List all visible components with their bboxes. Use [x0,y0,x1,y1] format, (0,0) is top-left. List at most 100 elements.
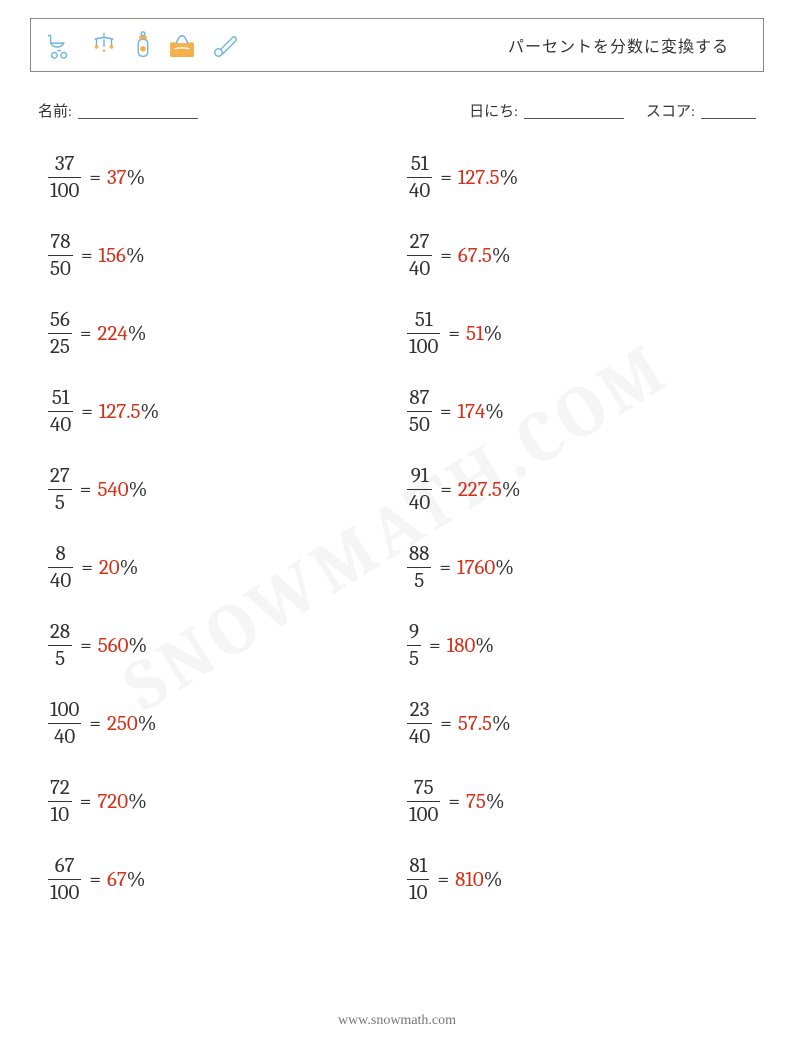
answer-value: 227.5 [458,478,502,502]
numerator: 56 [48,309,72,331]
equals-sign: = [440,166,452,190]
percent-sign: % [138,712,157,736]
numerator: 87 [407,387,431,409]
fraction: 275 [48,465,72,514]
denominator: 40 [407,492,432,514]
equals-sign: = [440,244,452,268]
problem-item: 51100=51% [407,295,746,373]
problem-item: 7210=720% [48,763,387,841]
safety-pin-icon [211,30,241,60]
problem-item: 8110=810% [407,841,746,919]
percent-sign: % [502,478,521,502]
problem-item: 67100 = 67% [48,841,387,919]
denominator: 25 [48,336,72,358]
percent-sign: % [484,322,503,346]
fraction: 7210 [48,777,72,826]
answer-value: 57.5 [458,712,492,736]
denominator: 40 [52,726,77,748]
worksheet-header: パーセントを分数に変換する [30,18,764,72]
answer-value: 20 [99,556,120,580]
equals-sign: = [448,322,460,346]
fraction: 7850 [48,231,73,280]
denominator: 100 [407,336,440,358]
equals-sign: = [448,790,460,814]
equals-sign: = [429,634,441,658]
percent-sign: % [141,400,160,424]
equals-sign: = [81,400,93,424]
percent-sign: % [495,556,514,580]
numerator: 51 [413,309,435,331]
numerator: 67 [53,855,77,877]
equals-sign: = [440,478,452,502]
fraction: 95 [407,621,421,670]
denominator: 100 [48,180,81,202]
percent-sign: % [129,478,148,502]
date-blank[interactable] [524,101,624,119]
stroller-icon [45,30,75,60]
answer-value: 560 [98,634,129,658]
footer-url: www.snowmath.com [0,1013,794,1029]
answer-value: 250 [107,712,138,736]
fraction: 885 [407,543,431,592]
fraction: 285 [48,621,72,670]
fraction: 67100 [48,855,81,904]
equals-sign: = [80,478,92,502]
equals-sign: = [89,868,101,892]
numerator: 8 [54,543,68,565]
denominator: 5 [53,492,67,514]
equals-sign: = [89,712,101,736]
answer-value: 224 [98,322,128,346]
equals-sign: = [80,322,92,346]
numerator: 27 [48,465,72,487]
denominator: 100 [48,882,81,904]
percent-sign: % [120,556,139,580]
percent-sign: % [485,400,504,424]
percent-sign: % [127,868,146,892]
percent-sign: % [486,790,505,814]
numerator: 27 [408,231,432,253]
problem-item: 9140=227.5% [407,451,746,529]
denominator: 5 [412,570,426,592]
percent-sign: % [492,244,511,268]
fraction: 75100 [407,777,440,826]
numerator: 72 [48,777,72,799]
numerator: 9 [407,621,421,643]
numerator: 91 [409,465,431,487]
answer-value: 180 [447,634,476,658]
equals-sign: = [89,166,101,190]
score-blank[interactable] [701,101,756,119]
numerator: 88 [407,543,431,565]
equals-sign: = [81,556,93,580]
denominator: 100 [407,804,440,826]
percent-sign: % [492,712,511,736]
bottle-icon [133,30,153,60]
denominator: 50 [407,414,432,436]
fraction: 5140 [407,153,432,202]
numerator: 51 [409,153,431,175]
date-label: 日にち: [469,100,518,121]
denominator: 40 [407,726,432,748]
percent-sign: % [500,166,519,190]
percent-sign: % [475,634,494,658]
meta-row: 名前: 日にち: スコア: [30,98,764,121]
answer-value: 810 [455,868,484,892]
percent-sign: % [128,634,147,658]
problem-item: 2340=57.5% [407,685,746,763]
name-blank[interactable] [78,101,198,119]
fraction: 37100 [48,153,81,202]
percent-sign: % [128,790,147,814]
fraction: 9140 [407,465,432,514]
equals-sign: = [81,244,93,268]
denominator: 50 [48,258,73,280]
denominator: 10 [49,804,71,826]
percent-sign: % [128,322,147,346]
equals-sign: = [440,400,452,424]
fraction: 2340 [407,699,432,748]
score-label: スコア: [646,100,695,121]
answer-value: 127.5 [99,400,141,424]
problem-item: 8750=174% [407,373,746,451]
numerator: 23 [408,699,432,721]
problem-item: 840=20% [48,529,387,607]
problem-item: 95 =180% [407,607,746,685]
problem-item: 75100=75% [407,763,746,841]
